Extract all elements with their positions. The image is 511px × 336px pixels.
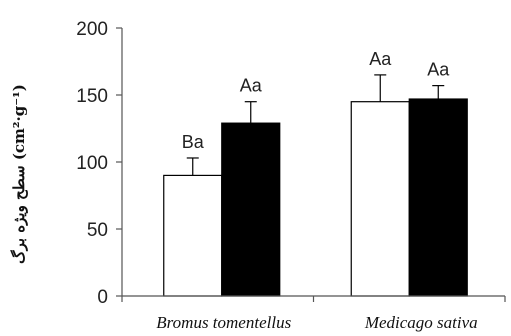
bar xyxy=(408,98,468,297)
bars xyxy=(163,98,468,297)
y-tick-label: 100 xyxy=(76,153,108,174)
y-axis-label: سطح ویژه برگ (cm²·g⁻¹) xyxy=(10,84,28,264)
y-tick-label: 0 xyxy=(97,287,108,308)
y-axis-ticks: 0 50 100 150 200 xyxy=(76,19,506,308)
y-tick-label: 200 xyxy=(76,19,108,40)
significance-label: Ba xyxy=(182,132,205,152)
y-tick-label: 150 xyxy=(76,86,108,107)
category-labels: Bromus tomentellus Medicago sativa xyxy=(156,313,477,332)
error-bars xyxy=(186,74,445,176)
bar-labels: Ba Aa Aa Aa xyxy=(182,49,451,152)
category-label: Bromus tomentellus xyxy=(156,313,291,332)
y-tick-label: 50 xyxy=(87,220,108,241)
significance-label: Aa xyxy=(240,76,263,96)
bar xyxy=(163,174,223,297)
bar xyxy=(221,122,281,297)
category-label: Medicago sativa xyxy=(364,313,478,332)
bar xyxy=(350,101,410,297)
significance-label: Aa xyxy=(427,60,450,80)
significance-label: Aa xyxy=(369,49,392,69)
